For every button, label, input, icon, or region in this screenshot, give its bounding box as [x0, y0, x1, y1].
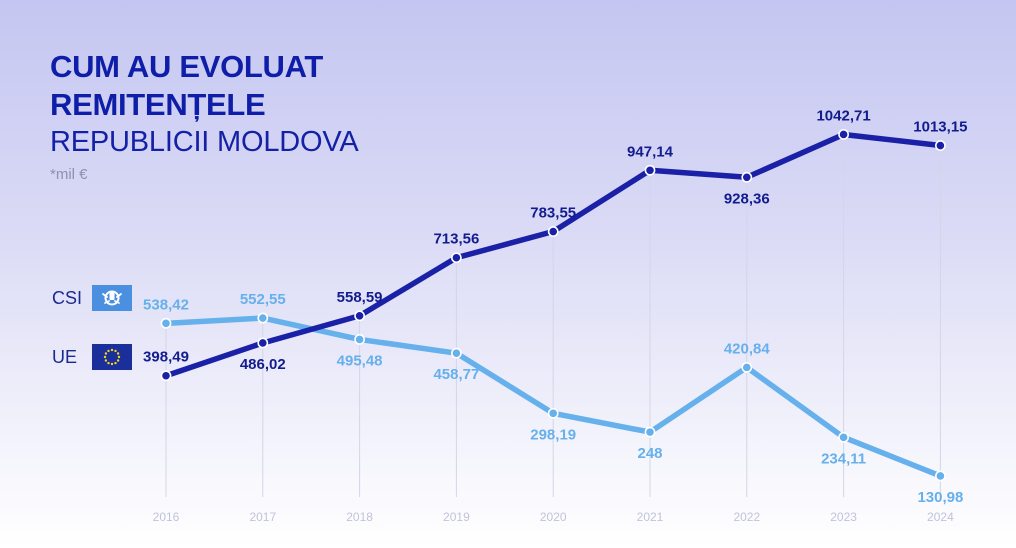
legend-label-csi: CSI — [52, 287, 83, 308]
x-tick-label: 2022 — [733, 510, 760, 524]
csi-data-label: 495,48 — [337, 352, 383, 369]
csi-data-label: 248 — [637, 445, 662, 462]
ue-point — [160, 370, 172, 382]
title-block: CUM AU EVOLUAT REMITENȚELE REPUBLICII MO… — [50, 48, 359, 183]
csi-point — [838, 431, 849, 443]
x-tick-label: 2018 — [346, 510, 373, 524]
chart-title-line-2: REMITENȚELE — [50, 87, 266, 122]
ue-point — [838, 129, 849, 140]
csi-point — [160, 317, 172, 329]
csi-point — [547, 407, 559, 419]
unit-note: *mil € — [50, 166, 88, 183]
eu-flag-icon — [92, 344, 132, 370]
ue-point — [644, 164, 656, 176]
ue-data-label: 558,59 — [337, 289, 383, 306]
csi-point — [257, 312, 269, 324]
csi-data-label: 420,84 — [724, 340, 771, 357]
csi-data-label: 130,98 — [917, 489, 963, 506]
csi-data-label: 298,19 — [530, 426, 576, 443]
csi-point — [450, 347, 462, 359]
csi-point — [354, 334, 365, 345]
x-tick-label: 2023 — [830, 510, 857, 524]
ue-data-label: 398,49 — [143, 349, 189, 366]
x-tick-label: 2016 — [153, 510, 180, 524]
ue-point — [741, 171, 753, 183]
legend-item-csi: CSI — [52, 285, 132, 311]
ue-point — [354, 310, 365, 322]
x-tick-label: 2017 — [249, 510, 276, 524]
csi-point — [935, 470, 946, 482]
csi-point — [644, 426, 656, 438]
ue-data-label: 928,36 — [724, 190, 770, 207]
x-tick-label: 2019 — [443, 510, 470, 524]
csi-data-label: 458,77 — [433, 366, 479, 383]
csi-data-label: 538,42 — [143, 296, 189, 313]
ue-data-label: 713,56 — [433, 231, 479, 248]
ue-data-label: 1013,15 — [913, 119, 967, 136]
ue-point — [450, 252, 462, 264]
x-tick-label: 2020 — [540, 510, 567, 524]
csi-data-label: 552,55 — [240, 291, 286, 308]
ue-point — [547, 226, 559, 237]
chart-subtitle: REPUBLICII MOLDOVA — [50, 126, 359, 158]
csi-flag-icon — [92, 285, 132, 311]
chart-title-line-1: CUM AU EVOLUAT — [50, 49, 324, 84]
csi-point — [741, 361, 753, 373]
ue-data-label: 486,02 — [240, 356, 286, 373]
ue-data-label: 947,14 — [627, 143, 674, 160]
legend-label-ue: UE — [52, 346, 78, 367]
ue-point — [935, 140, 946, 151]
legend-item-ue: UE — [52, 344, 132, 370]
csi-data-label: 234,11 — [821, 450, 866, 467]
ue-data-label: 1042,71 — [816, 107, 870, 124]
x-tick-label: 2021 — [637, 510, 664, 524]
ue-data-label: 783,55 — [530, 205, 576, 222]
x-tick-label: 2024 — [927, 510, 954, 524]
ue-point — [257, 337, 269, 349]
